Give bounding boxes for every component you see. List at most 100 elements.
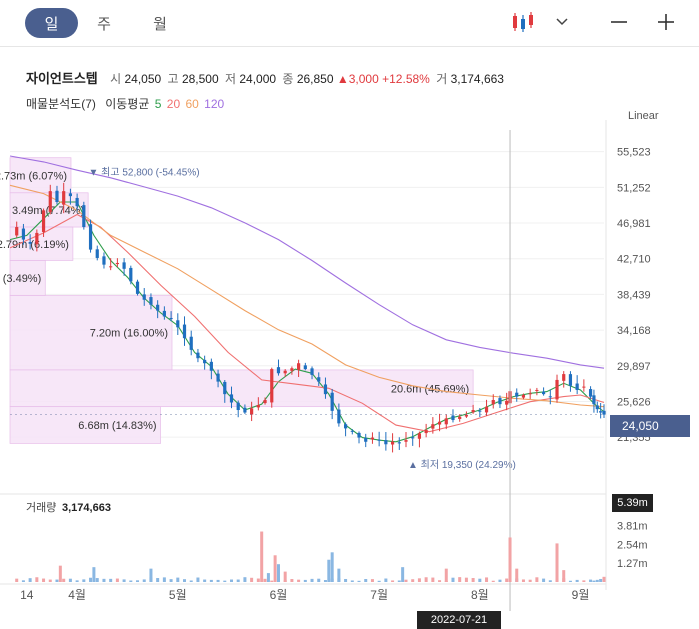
candle-body	[270, 369, 274, 403]
volume-spike-bar	[273, 555, 277, 582]
low-value: 24,000	[239, 72, 277, 86]
x-tick-label: 5월	[169, 588, 187, 602]
period-day-tab[interactable]: 일	[25, 8, 78, 38]
candle-body	[203, 359, 207, 364]
volume-tick-label: 3.81m	[617, 520, 648, 532]
toolbar-divider	[0, 46, 699, 47]
volume-bar	[310, 578, 314, 582]
volume-bar	[464, 577, 468, 582]
candle-body	[484, 406, 489, 413]
candle-body	[417, 433, 422, 439]
close-value: 26,850	[296, 72, 334, 86]
candle-body	[350, 430, 354, 432]
candle-body	[451, 415, 455, 421]
chevron-down-icon[interactable]	[552, 6, 572, 38]
candle-body	[276, 367, 281, 374]
candle-body	[508, 391, 512, 404]
period-week-tab[interactable]: 주	[97, 15, 111, 33]
volume-bar	[350, 580, 354, 582]
volume-bar	[330, 578, 334, 582]
volume-bar	[15, 578, 19, 582]
candle-body	[337, 409, 341, 424]
volume-bar	[236, 579, 240, 582]
minus-icon[interactable]	[606, 6, 632, 38]
volume-bar	[515, 578, 519, 582]
period-month-tab[interactable]: 월	[153, 15, 167, 33]
volume-bar	[256, 578, 260, 582]
x-tick-label: 8월	[471, 588, 489, 602]
volume-bar	[424, 577, 428, 582]
volume-bar	[176, 577, 180, 582]
candle-body	[28, 242, 32, 244]
candle-body	[471, 410, 475, 413]
y-tick-label: 34,168	[617, 325, 651, 337]
volume-bar	[223, 580, 227, 582]
volume-bar	[431, 577, 435, 582]
candle-body	[515, 392, 519, 397]
volume-bar	[323, 580, 327, 582]
candle-body	[555, 379, 559, 400]
volume-profile-toggle[interactable]: 매물분석도(7)	[26, 97, 96, 111]
candle-body	[142, 294, 146, 300]
candle-body	[505, 400, 509, 405]
volume-profile-bar	[9, 406, 161, 444]
ma120-line	[9, 155, 605, 369]
candle-body	[229, 394, 234, 403]
candle-body	[88, 224, 93, 250]
candlestick-icon[interactable]	[506, 6, 540, 38]
volume-bar	[384, 578, 388, 582]
candle-body	[424, 430, 428, 434]
low-label: 저	[224, 72, 237, 86]
candle-body	[431, 424, 435, 429]
moving-average-label[interactable]: 이동평균	[105, 97, 150, 111]
volume-bar	[592, 580, 596, 582]
volume-title: 거래량	[26, 501, 56, 514]
volume-profile-bar	[9, 260, 46, 296]
candle-body	[209, 361, 213, 371]
stock-name: 자이언트스텝	[26, 71, 98, 86]
candle-body	[568, 374, 573, 386]
volume-bar	[528, 579, 532, 582]
volume-bar	[508, 580, 512, 582]
scale-mode-toggle[interactable]: Linear	[628, 110, 659, 122]
volume-value: 3,174,663	[450, 72, 504, 86]
candle-body	[370, 437, 375, 440]
close-label: 종	[282, 72, 294, 86]
volume-profile-label: 20.6m (45.69%)	[391, 383, 469, 395]
volume-bar	[149, 577, 153, 582]
volume-profile-label: 3.49m (7.74%)	[12, 205, 84, 217]
x-tick-label: 6월	[270, 588, 288, 602]
volume-bar	[142, 579, 146, 582]
volume-bar	[498, 579, 502, 582]
volume-spike-bar	[283, 571, 287, 582]
volume-bar	[575, 579, 579, 582]
volume-bar	[555, 578, 559, 582]
candle-body	[256, 405, 260, 408]
volume-bar	[229, 579, 233, 582]
volume-spike-bar	[444, 568, 448, 582]
candle-body	[498, 398, 502, 405]
volume-label: 거	[436, 72, 448, 86]
volume-tick-label: 1.27m	[617, 558, 648, 570]
x-tick-label: 7월	[370, 588, 388, 602]
volume-bar	[102, 578, 106, 582]
ma120-legend: 120	[204, 97, 225, 111]
volume-bar	[451, 577, 455, 582]
candle-body	[283, 370, 287, 374]
volume-spike-bar	[515, 568, 519, 582]
candle-body	[323, 384, 328, 395]
indicator-legend: 매물분석도(7) 이동평균 5 20 60 120	[26, 95, 224, 112]
ma20-legend: 20	[166, 97, 181, 111]
volume-bar	[28, 578, 32, 582]
crosshair-date-tag: 2022-07-21	[417, 611, 501, 629]
volume-bar	[156, 578, 160, 582]
volume-spike-bar	[149, 568, 153, 582]
x-tick-label: 9월	[572, 588, 590, 602]
volume-bar	[122, 579, 126, 582]
candle-body	[68, 193, 73, 197]
candle-body	[582, 386, 586, 388]
plus-icon[interactable]	[653, 6, 679, 38]
candle-body	[41, 210, 46, 232]
volume-bar	[250, 577, 254, 582]
volume-spike-bar	[401, 567, 405, 582]
